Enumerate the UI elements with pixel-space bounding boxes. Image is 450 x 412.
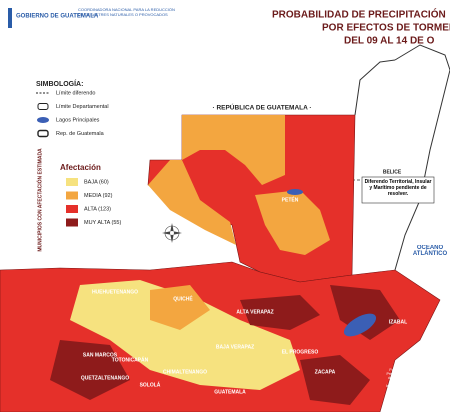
agency-text: COORDINADORA NACIONAL PARA LA REDUCCIÓN … — [78, 8, 175, 17]
department-label: IZABAL — [389, 319, 407, 325]
lake-izabal — [343, 313, 377, 337]
ocean: OCÉANO ATLÁNTICO — [412, 245, 448, 257]
department-label: TOTONICAPÁN — [112, 356, 149, 363]
peten-medium — [148, 160, 236, 245]
affect-label: MUY ALTA (55) — [84, 220, 121, 226]
department-label: CHIMALTENANGO — [163, 369, 207, 375]
symbology-title: SIMBOLOGÍA: — [36, 79, 83, 88]
title-line: PROBABILIDAD DE PRECIPITACIÓN — [272, 8, 446, 21]
departments: PETÉN HUEHUETENANGO QUICHÉ ALTA VERAPAZ IZAB… — [81, 195, 407, 395]
department-label: ZACAPA — [315, 369, 336, 375]
affect-swatch — [66, 205, 78, 213]
dispute: Diferendo Territorial, Insular y Marítim… — [364, 179, 432, 197]
affect-label: ALTA (123) — [84, 206, 111, 212]
lake-peten-itza — [287, 189, 303, 195]
symbology: Límite diferendo Límite Departamental Lago… — [36, 90, 109, 138]
source: Fuente de Datos: Acumulados de Precipita… — [386, 368, 446, 388]
icon-country — [37, 129, 49, 138]
peten-high — [300, 120, 350, 170]
border — [354, 59, 396, 116]
department-label: PETÉN — [282, 195, 299, 203]
symbology-label: Lagos Principales — [56, 117, 100, 123]
affect-swatch — [66, 178, 78, 186]
very-high-zone — [330, 285, 400, 340]
affect-title: Afectación — [60, 163, 101, 172]
icon-department — [37, 103, 49, 110]
medium-zone — [150, 285, 210, 330]
title-line: DEL 09 AL 14 DE O — [344, 36, 435, 47]
affectation: BAJA (60) MEDIA (92) ALTA (123) MUY ALTA (5… — [66, 178, 121, 227]
department-label: GUATEMALA — [214, 389, 246, 395]
peten-medium — [182, 115, 285, 185]
logo-mark — [8, 8, 12, 28]
department-label: SAN MARCOS — [83, 352, 118, 358]
department-label: QUICHÉ — [173, 294, 193, 302]
icon-lake — [37, 117, 49, 123]
source-text: Fuente de Datos: Acumulados de Precipita… — [386, 368, 446, 388]
symbology-label: Límite Departamental — [56, 104, 109, 110]
affect-swatch — [66, 191, 78, 200]
low-zone — [70, 280, 300, 390]
dispute-text: Diferendo Territorial, Insular y Marítim… — [364, 179, 432, 197]
compass — [162, 223, 182, 243]
logo-text: GOBIERNO DE GUATEMALA — [16, 14, 99, 20]
department-label: ALTA VERAPAZ — [236, 309, 273, 315]
department-label: BAJA VERAPAZ — [216, 344, 254, 350]
agency: COORDINADORA NACIONAL PARA LA REDUCCIÓN … — [78, 8, 175, 17]
department-label: EL PROGRESO — [282, 349, 319, 355]
dispute-box — [361, 176, 435, 204]
very-high-zone — [300, 355, 370, 405]
coastline — [394, 44, 450, 271]
affect-label: MEDIA (92) — [84, 193, 113, 199]
department-label: SOLOLÁ — [140, 381, 161, 388]
department-label: HUEHUETENANGO — [92, 289, 138, 295]
country-label: · REPÚBLICA DE GUATEMALA · — [212, 103, 311, 112]
very-high-zone — [240, 295, 320, 330]
affect-label: BAJA (60) — [84, 179, 109, 185]
title: PROBABILIDAD DE PRECIPITACIÓN POR EFECTOS… — [272, 8, 450, 47]
ocean-text: OCÉANO ATLÁNTICO — [412, 245, 448, 257]
belize-label: BELICE — [383, 169, 402, 175]
affect-swatch — [66, 218, 78, 227]
symbology-label: Límite diferendo — [56, 90, 95, 96]
very-high-zone — [50, 340, 130, 400]
title-line: POR EFECTOS DE TORMEN — [322, 23, 450, 34]
affect-axis: MUNICIPIOS CON AFECTACIÓN ESTIMADA — [35, 148, 43, 252]
department-label: QUETZALTENANGO — [81, 375, 129, 381]
symbology-label: Rep. de Guatemala — [56, 131, 105, 137]
peten-medium — [255, 190, 330, 255]
